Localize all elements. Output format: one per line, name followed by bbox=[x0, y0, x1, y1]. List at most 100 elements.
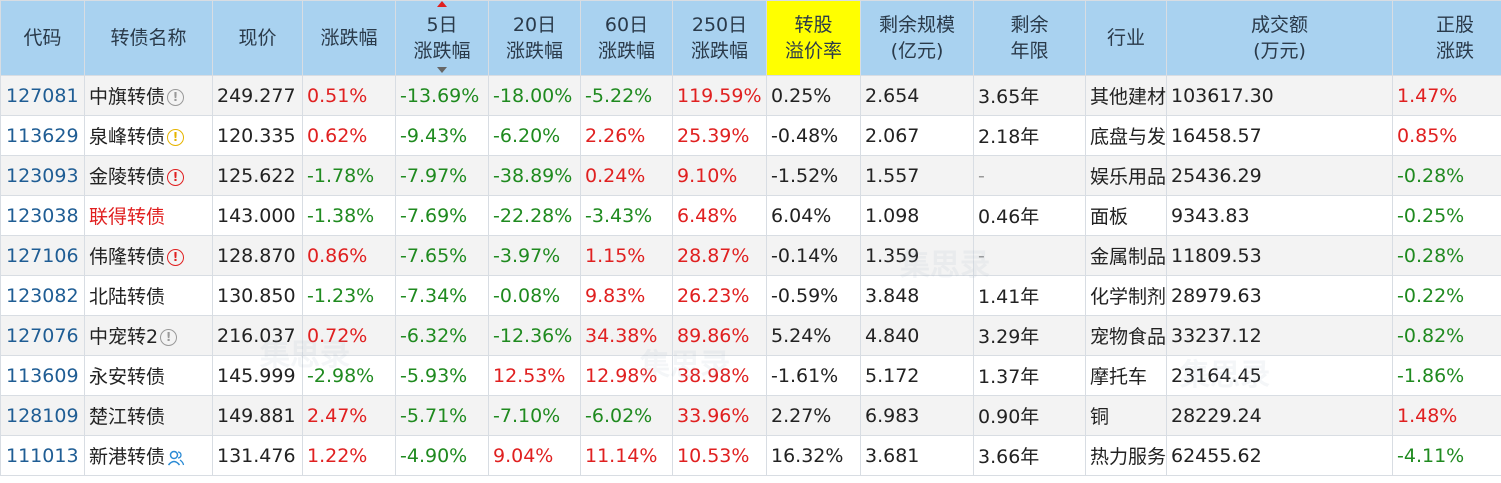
col-years-header[interactable]: 剩余 年限 bbox=[973, 0, 1086, 76]
info-icon[interactable]: ! bbox=[160, 329, 178, 346]
bond-name-cell[interactable]: 楚江转债 bbox=[84, 395, 213, 436]
bond-name[interactable]: 联得转债 bbox=[89, 206, 166, 228]
sort-asc-icon[interactable] bbox=[437, 1, 447, 7]
col-name-header[interactable]: 转债名称 bbox=[84, 0, 213, 76]
table-row[interactable]: 113609 永安转债 145.999 -2.98% -5.93% 12.53% 12.98… bbox=[0, 355, 1501, 396]
chg20-cell: -6.20% bbox=[488, 115, 581, 156]
years-cell: 0.90年 bbox=[973, 395, 1086, 436]
price-cell: 216.037 bbox=[212, 315, 303, 356]
bond-code-link[interactable]: 127076 bbox=[0, 315, 85, 356]
chg20-cell: -12.36% bbox=[488, 315, 581, 356]
stock-change-cell: 0.85% bbox=[1392, 115, 1501, 156]
warning-icon[interactable]: ! bbox=[167, 129, 185, 146]
bond-code-link[interactable]: 123093 bbox=[0, 155, 85, 196]
col-chg60-header[interactable]: 60日 涨跌幅 bbox=[580, 0, 673, 76]
bond-code-link[interactable]: 127106 bbox=[0, 235, 85, 276]
price-cell: 130.850 bbox=[212, 275, 303, 316]
header-row: 代码 转债名称 现价 涨跌幅 5日 涨跌幅 20日 涨跌幅 60日 涨跌幅 250日… bbox=[0, 0, 1501, 76]
bond-name-cell[interactable]: 永安转债 bbox=[84, 355, 213, 396]
table-row[interactable]: 111013 新港转债 131.476 1.22% -4.90% 9.04% 11.14% 1… bbox=[0, 435, 1501, 476]
col-price-header[interactable]: 现价 bbox=[212, 0, 303, 76]
bond-name[interactable]: 北陆转债 bbox=[89, 286, 166, 308]
chg60-cell: 2.26% bbox=[580, 115, 673, 156]
col-industry-label: 行业 bbox=[1106, 27, 1145, 49]
chg60-cell: 12.98% bbox=[580, 355, 673, 396]
table-row[interactable]: 123038 联得转债 143.000 -1.38% -7.69% -22.28% -3.4… bbox=[0, 195, 1501, 236]
premium-cell: 2.27% bbox=[766, 395, 861, 436]
table-row[interactable]: 123093 金陵转债! 125.622 -1.78% -7.97% -38.89% 0.2… bbox=[0, 155, 1501, 196]
col-volume-header[interactable]: 成交额 (万元) bbox=[1166, 0, 1393, 76]
years-cell: 3.65年 bbox=[973, 75, 1086, 116]
bond-name-cell[interactable]: 金陵转债! bbox=[84, 155, 213, 196]
bond-name[interactable]: 新港转债 bbox=[89, 446, 166, 468]
chg250-cell: 33.96% bbox=[672, 395, 767, 436]
table-row[interactable]: 127076 中宠转2! 216.037 0.72% -6.32% -12.36% 34.3… bbox=[0, 315, 1501, 356]
col-code-header[interactable]: 代码 bbox=[0, 0, 85, 76]
premium-cell: 6.04% bbox=[766, 195, 861, 236]
bond-name-cell[interactable]: 泉峰转债! bbox=[84, 115, 213, 156]
scale-cell: 5.172 bbox=[860, 355, 974, 396]
bond-code-link[interactable]: 128109 bbox=[0, 395, 85, 436]
price-cell: 249.277 bbox=[212, 75, 303, 116]
bond-code-link[interactable]: 113609 bbox=[0, 355, 85, 396]
bond-name-cell[interactable]: 新港转债 bbox=[84, 435, 213, 476]
alert-icon[interactable]: ! bbox=[167, 169, 185, 186]
col-chg250-header[interactable]: 250日 涨跌幅 bbox=[672, 0, 767, 76]
col-premium-header[interactable]: 转股 溢价率 bbox=[766, 0, 861, 76]
bond-name[interactable]: 中旗转债 bbox=[89, 86, 166, 108]
alert-icon[interactable]: ! bbox=[167, 249, 185, 266]
table-row[interactable]: 113629 泉峰转债! 120.335 0.62% -9.43% -6.20% 2.26%… bbox=[0, 115, 1501, 156]
bond-code-link[interactable]: 113629 bbox=[0, 115, 85, 156]
stock-change-cell: -1.86% bbox=[1392, 355, 1501, 396]
col-chg20-header[interactable]: 20日 涨跌幅 bbox=[488, 0, 581, 76]
col-code-label: 代码 bbox=[23, 27, 62, 49]
table-row[interactable]: 123082 北陆转债 130.850 -1.23% -7.34% -0.08% 9.83%… bbox=[0, 275, 1501, 316]
bond-name-cell[interactable]: 联得转债 bbox=[84, 195, 213, 236]
table-row[interactable]: 128109 楚江转债 149.881 2.47% -5.71% -7.10% -6.02%… bbox=[0, 395, 1501, 436]
col-industry-header[interactable]: 行业 bbox=[1085, 0, 1167, 76]
sort-desc-icon[interactable] bbox=[437, 67, 447, 73]
bond-code-link[interactable]: 127081 bbox=[0, 75, 85, 116]
chg250-cell: 6.48% bbox=[672, 195, 767, 236]
bond-name-cell[interactable]: 中宠转2! bbox=[84, 315, 213, 356]
bond-code-link[interactable]: 123082 bbox=[0, 275, 85, 316]
price-cell: 149.881 bbox=[212, 395, 303, 436]
bond-code-link[interactable]: 111013 bbox=[0, 435, 85, 476]
volume-cell: 25436.29 bbox=[1166, 155, 1393, 196]
table-row[interactable]: 127106 伟隆转债! 128.870 0.86% -7.65% -3.97% 1.15%… bbox=[0, 235, 1501, 276]
col-chg20-label-1: 20日 bbox=[512, 14, 557, 36]
user-icon[interactable] bbox=[167, 449, 185, 467]
bond-name-cell[interactable]: 伟隆转债! bbox=[84, 235, 213, 276]
col-stock-header[interactable]: 正股 涨跌 bbox=[1392, 0, 1501, 76]
chg250-cell: 119.59% bbox=[672, 75, 767, 116]
bond-name-cell[interactable]: 北陆转债 bbox=[84, 275, 213, 316]
col-scale-header[interactable]: 剩余规模 (亿元) bbox=[860, 0, 974, 76]
chg250-cell: 25.39% bbox=[672, 115, 767, 156]
chg250-cell: 10.53% bbox=[672, 435, 767, 476]
premium-cell: -0.14% bbox=[766, 235, 861, 276]
table-row[interactable]: 127081 中旗转债! 249.277 0.51% -13.69% -18.00% -5.… bbox=[0, 75, 1501, 116]
bond-name[interactable]: 金陵转债 bbox=[89, 166, 166, 188]
chg20-cell: -7.10% bbox=[488, 395, 581, 436]
bond-name[interactable]: 泉峰转债 bbox=[89, 126, 166, 148]
bond-name[interactable]: 永安转债 bbox=[89, 366, 166, 388]
chg5-cell: -7.97% bbox=[395, 155, 489, 196]
col-chg5-label-1: 5日 bbox=[426, 14, 458, 36]
premium-cell: 16.32% bbox=[766, 435, 861, 476]
bond-name-cell[interactable]: 中旗转债! bbox=[84, 75, 213, 116]
chg60-cell: 9.83% bbox=[580, 275, 673, 316]
bond-name[interactable]: 楚江转债 bbox=[89, 406, 166, 428]
scale-cell: 1.557 bbox=[860, 155, 974, 196]
scale-cell: 1.359 bbox=[860, 235, 974, 276]
chg20-cell: 12.53% bbox=[488, 355, 581, 396]
change-cell: 0.72% bbox=[302, 315, 396, 356]
col-chg5-header[interactable]: 5日 涨跌幅 bbox=[395, 0, 489, 76]
bond-code-link[interactable]: 123038 bbox=[0, 195, 85, 236]
chg60-cell: -6.02% bbox=[580, 395, 673, 436]
bond-name[interactable]: 伟隆转债 bbox=[89, 246, 166, 268]
price-cell: 145.999 bbox=[212, 355, 303, 396]
bond-name[interactable]: 中宠转2 bbox=[89, 326, 159, 348]
years-cell: 3.66年 bbox=[973, 435, 1086, 476]
info-icon[interactable]: ! bbox=[167, 89, 185, 106]
col-change-header[interactable]: 涨跌幅 bbox=[302, 0, 396, 76]
